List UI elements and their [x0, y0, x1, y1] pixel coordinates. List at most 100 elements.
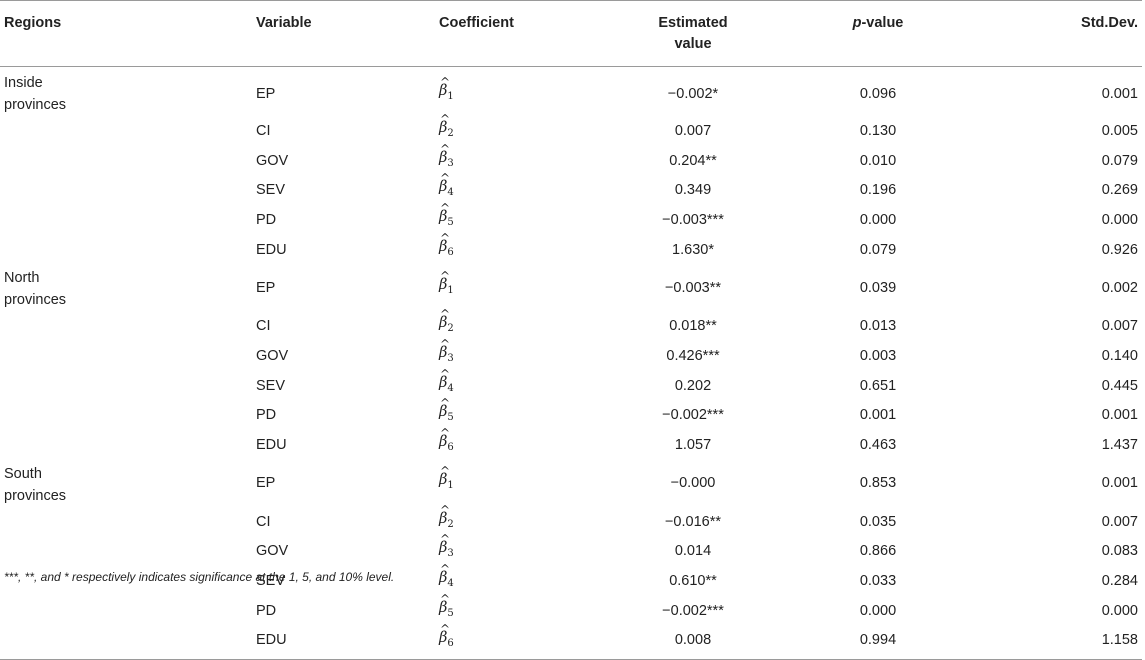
estimated-value-cell: 0.426*** [666, 347, 720, 364]
beta-hat-symbol: ^ β2 [439, 503, 454, 535]
hat-accent: ^ [440, 200, 451, 215]
region-cell [0, 430, 252, 460]
hat-accent: ^ [440, 337, 451, 352]
estimated-value-cell: 0.007 [674, 122, 712, 139]
beta-subscript: 5 [447, 412, 454, 424]
variable-cell: EDU [256, 241, 287, 258]
estimated-value-cell: 0.349 [674, 182, 712, 199]
p-value-cell: 0.001 [859, 407, 897, 424]
table-row: CI ^ β2 −0.016** 0.035 0.007 [0, 503, 1142, 537]
beta-hat-symbol: ^ β6 [439, 231, 454, 263]
std-dev-cell: 0.079 [1101, 152, 1138, 169]
variable-cell: EP [256, 475, 276, 492]
hat-accent: ^ [440, 426, 451, 441]
estimated-value-cell: 0.014 [674, 543, 712, 560]
p-value-cell: 0.033 [859, 573, 897, 590]
table-footnote: ***, **, and * respectively indicates si… [4, 570, 395, 584]
beta-subscript: 2 [447, 127, 454, 139]
coefficient-cell: ^ β3 [435, 532, 618, 567]
table-row: South provinces EP ^ β1 −0.000 0.853 0.001 [0, 460, 1142, 507]
beta-letter: β [439, 208, 448, 225]
beta-hat-symbol: ^ β6 [439, 426, 454, 458]
beta-hat-symbol: ^ β4 [439, 367, 454, 399]
std-dev-cell: 0.007 [1101, 513, 1138, 530]
beta-letter: β [439, 315, 448, 332]
hat-accent: ^ [440, 171, 451, 186]
p-value-cell: 0.010 [859, 152, 897, 169]
region-label-line2: provinces [4, 97, 67, 113]
coefficient-cell: ^ β5 [435, 592, 618, 626]
variable-cell: CI [256, 122, 271, 139]
header-estimated-value: Estimated value [618, 0, 768, 67]
table-row: Inside provinces EP ^ β1 −0.002* 0.096 0.001 [0, 67, 1142, 117]
beta-subscript: 3 [447, 548, 454, 560]
variable-cell: PD [256, 211, 277, 228]
table-row: GOV ^ β3 0.014 0.866 0.083 [0, 532, 1142, 567]
p-value-cell: 0.013 [859, 318, 897, 335]
coefficient-cell: ^ β4 [435, 171, 618, 205]
beta-hat-symbol: ^ β3 [439, 142, 454, 174]
region-cell [0, 235, 252, 265]
std-dev-cell: 0.007 [1101, 318, 1138, 335]
std-dev-cell: 0.140 [1101, 347, 1138, 364]
table-row: CI ^ β2 0.018** 0.013 0.007 [0, 307, 1142, 341]
p-value-cell: 0.035 [859, 513, 897, 530]
beta-subscript: 2 [447, 518, 454, 530]
table-row: SEV ^ β4 0.610** 0.033 0.284 [0, 562, 1142, 596]
p-value-cell: 0.000 [859, 211, 897, 228]
beta-hat-symbol: ^ β1 [439, 464, 454, 496]
region-label-line1: North [4, 270, 40, 287]
std-dev-cell: 0.083 [1101, 543, 1138, 560]
region-label-line2: provinces [4, 487, 67, 504]
region-cell [0, 175, 252, 205]
coefficient-cell: ^ β3 [435, 142, 618, 176]
std-dev-cell: 0.001 [1101, 86, 1138, 102]
beta-letter: β [439, 83, 448, 100]
std-dev-cell: 0.001 [1101, 407, 1138, 424]
hat-accent: ^ [440, 464, 451, 479]
coefficient-cell: ^ β5 [435, 201, 618, 235]
table-row: EDU ^ β6 1.630* 0.079 0.926 [0, 231, 1142, 265]
variable-cell: CI [256, 318, 271, 335]
beta-letter: β [439, 149, 448, 166]
region-cell [0, 401, 252, 431]
header-coefficient: Coefficient [435, 0, 618, 67]
coefficient-cell: ^ β1 [435, 460, 618, 507]
hat-accent: ^ [440, 230, 451, 245]
variable-cell: SEV [256, 182, 286, 199]
header-p-rest: -value [861, 15, 904, 31]
p-value-cell: 0.994 [768, 625, 988, 660]
beta-subscript: 1 [447, 480, 454, 492]
coefficient-cell: ^ β2 [435, 307, 618, 341]
region-cell [0, 371, 252, 401]
beta-hat-symbol: ^ β3 [439, 337, 454, 369]
table-row: PD ^ β5 −0.002*** 0.000 0.000 [0, 592, 1142, 626]
region-cell [0, 625, 252, 660]
coefficient-cell: ^ β2 [435, 503, 618, 537]
beta-letter: β [439, 510, 448, 527]
table-row: SEV ^ β4 0.349 0.196 0.269 [0, 171, 1142, 205]
header-variable: Variable [252, 0, 435, 67]
beta-hat-symbol: ^ β1 [439, 75, 454, 107]
header-p-value: p-value [768, 0, 988, 67]
variable-cell: PD [256, 407, 277, 424]
beta-subscript: 3 [447, 352, 454, 364]
beta-letter: β [439, 434, 448, 451]
variable-cell: SEV [256, 573, 286, 590]
beta-letter: β [439, 345, 448, 362]
table-header-row: Regions Variable Coefficient Estimated v… [0, 0, 1142, 67]
p-value-cell: 0.463 [859, 437, 897, 454]
beta-subscript: 5 [447, 607, 454, 619]
table-row: CI ^ β2 0.007 0.130 0.005 [0, 112, 1142, 146]
p-value-cell: 0.096 [859, 86, 897, 102]
beta-hat-symbol: ^ β4 [439, 562, 454, 594]
p-value-cell: 0.003 [859, 347, 897, 364]
coefficient-cell: ^ β6 [435, 426, 618, 460]
table-row: GOV ^ β3 0.426*** 0.003 0.140 [0, 337, 1142, 371]
beta-letter: β [439, 238, 448, 255]
std-dev-cell: 0.000 [1101, 211, 1138, 228]
beta-hat-symbol: ^ β1 [439, 269, 454, 301]
hat-accent: ^ [440, 532, 451, 547]
variable-cell: EDU [252, 625, 435, 660]
